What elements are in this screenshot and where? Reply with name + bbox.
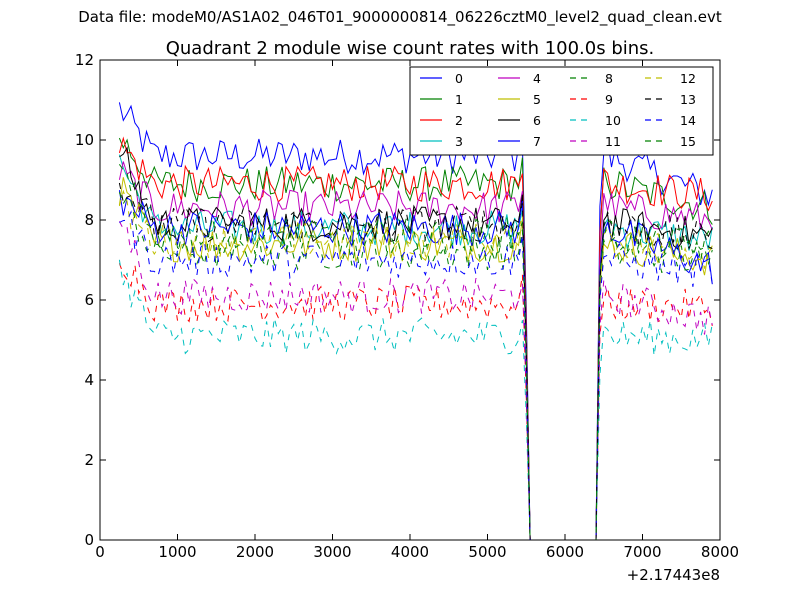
series-line-14: [119, 210, 713, 541]
chart-title: Quadrant 2 module wise count rates with …: [166, 38, 655, 59]
legend-label-4: 4: [533, 71, 541, 86]
series-line-4: [118, 161, 713, 541]
y-tick-label: 8: [84, 211, 94, 229]
series-line-8: [118, 192, 713, 541]
legend-label-8: 8: [605, 71, 613, 86]
x-tick-label: 1000: [158, 543, 196, 561]
legend-label-11: 11: [605, 134, 621, 149]
legend-label-6: 6: [533, 113, 541, 128]
series-line-6: [119, 146, 713, 541]
y-tick-label: 10: [75, 131, 94, 149]
series-layer: [118, 102, 713, 541]
x-tick-label: 3000: [313, 543, 351, 561]
legend-label-9: 9: [605, 92, 613, 107]
data-file-title: Data file: modeM0/AS1A02_046T01_90000008…: [78, 8, 722, 26]
legend-label-7: 7: [533, 134, 541, 149]
y-tick-label: 2: [84, 451, 94, 469]
x-tick-label: 7000: [623, 543, 661, 561]
legend-label-3: 3: [455, 134, 463, 149]
legend-label-2: 2: [455, 113, 463, 128]
series-line-10: [118, 259, 713, 541]
legend-box: [409, 66, 714, 156]
legend-label-14: 14: [680, 113, 696, 128]
x-tick-label: 5000: [468, 543, 506, 561]
x-tick-label: 6000: [546, 543, 584, 561]
y-tick-label: 12: [75, 51, 94, 69]
series-line-11: [118, 221, 713, 541]
legend-label-1: 1: [455, 92, 463, 107]
series-line-7: [118, 190, 713, 541]
x-tick-label: 4000: [391, 543, 429, 561]
series-line-15: [118, 164, 713, 541]
legend-label-5: 5: [533, 92, 541, 107]
series-line-1: [118, 137, 713, 541]
x-offset-label: +2.17443e8: [627, 566, 720, 584]
series-line-13: [118, 182, 713, 541]
legend-label-0: 0: [455, 71, 463, 86]
series-line-2: [118, 136, 713, 541]
legend-label-10: 10: [605, 113, 621, 128]
axis-ticks: 0 1000 2000 3000 4000 5000 6000 7000 80000246810…: [75, 51, 739, 561]
legend-label-13: 13: [680, 92, 696, 107]
y-tick-label: 4: [84, 371, 94, 389]
series-line-12: [118, 189, 713, 541]
legend-label-15: 15: [680, 134, 696, 149]
legend-label-12: 12: [680, 71, 696, 86]
y-tick-label: 6: [84, 291, 94, 309]
x-tick-label: 2000: [236, 543, 274, 561]
series-line-0: [118, 102, 713, 541]
x-tick-label: 0: [95, 543, 105, 561]
x-tick-label: 8000: [701, 543, 739, 561]
y-tick-label: 0: [84, 531, 94, 549]
